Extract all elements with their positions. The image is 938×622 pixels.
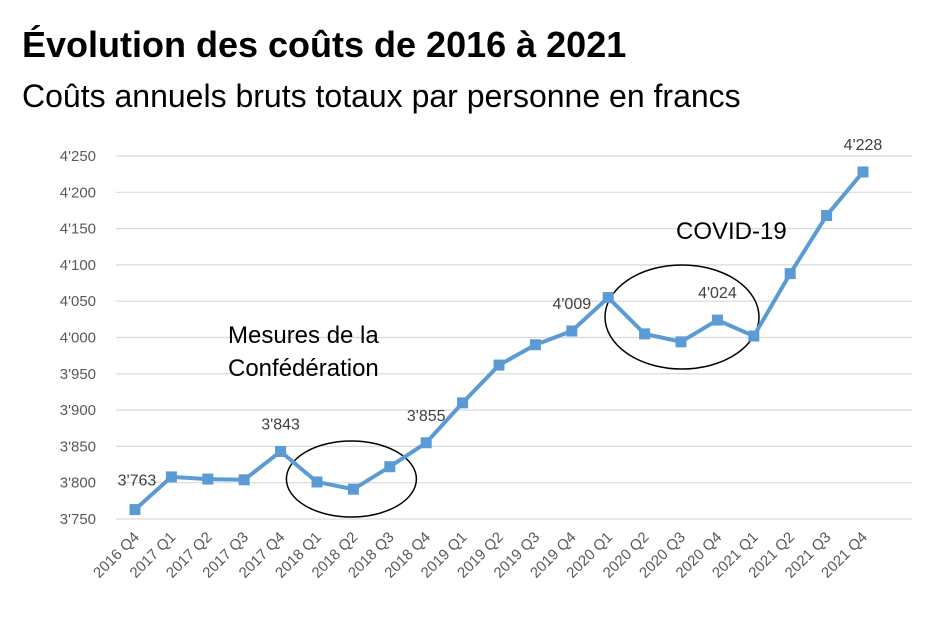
gridlines bbox=[116, 155, 912, 520]
data-point bbox=[821, 210, 833, 222]
data-label: 4'228 bbox=[844, 137, 883, 154]
data-point bbox=[384, 461, 396, 473]
data-point bbox=[311, 476, 323, 488]
data-label: 3'843 bbox=[261, 416, 300, 433]
y-tick-label: 3'800 bbox=[60, 475, 96, 492]
series-markers bbox=[129, 166, 869, 516]
data-point bbox=[639, 328, 651, 340]
annotation-text: Mesures de la bbox=[228, 322, 379, 349]
data-point bbox=[238, 474, 250, 486]
data-point bbox=[165, 471, 177, 483]
chart-title: Évolution des coûts de 2016 à 2021 bbox=[22, 24, 627, 65]
data-point bbox=[857, 166, 869, 178]
annotation-text: COVID-19 bbox=[676, 218, 787, 245]
data-point bbox=[711, 314, 723, 326]
y-tick-label: 4'100 bbox=[60, 257, 96, 274]
data-point bbox=[529, 339, 541, 351]
data-point bbox=[275, 445, 287, 457]
data-label: 4'024 bbox=[698, 285, 737, 302]
data-point bbox=[675, 336, 687, 348]
data-point bbox=[457, 397, 469, 409]
data-label: 4'009 bbox=[552, 296, 591, 313]
y-tick-label: 4'250 bbox=[60, 148, 96, 165]
data-point bbox=[420, 437, 432, 449]
data-point bbox=[347, 483, 359, 495]
y-tick-label: 3'750 bbox=[60, 511, 96, 528]
y-tick-label: 3'900 bbox=[60, 402, 96, 419]
annotation-circles bbox=[285, 264, 760, 518]
data-point bbox=[784, 268, 796, 280]
data-label: 3'763 bbox=[118, 473, 157, 490]
y-tick-label: 4'150 bbox=[60, 221, 96, 238]
chart-subtitle: Coûts annuels bruts totaux par personne … bbox=[22, 78, 741, 114]
data-point bbox=[566, 325, 578, 337]
data-labels: 3'763 3'843 3'855 4'009 4'024 4'228 bbox=[118, 137, 883, 490]
y-tick-label: 4'000 bbox=[60, 330, 96, 347]
annotations: Mesures de la Confédération COVID-19 bbox=[228, 218, 787, 382]
annotation-ellipse bbox=[285, 440, 418, 518]
data-point bbox=[493, 359, 505, 371]
annotation-text: Confédération bbox=[228, 355, 379, 382]
y-tick-label: 4'200 bbox=[60, 184, 96, 201]
y-tick-label: 4'050 bbox=[60, 293, 96, 310]
data-label: 3'855 bbox=[407, 408, 446, 425]
y-tick-label: 3'850 bbox=[60, 438, 96, 455]
data-point bbox=[748, 330, 760, 342]
y-tick-label: 3'950 bbox=[60, 366, 96, 383]
data-point bbox=[602, 292, 614, 304]
y-axis-ticks: 3'750 3'800 3'850 3'900 3'950 4'000 4'050 4'100… bbox=[60, 148, 96, 528]
annotation-ellipse bbox=[604, 264, 760, 370]
data-point bbox=[129, 504, 141, 516]
data-point bbox=[202, 473, 214, 485]
